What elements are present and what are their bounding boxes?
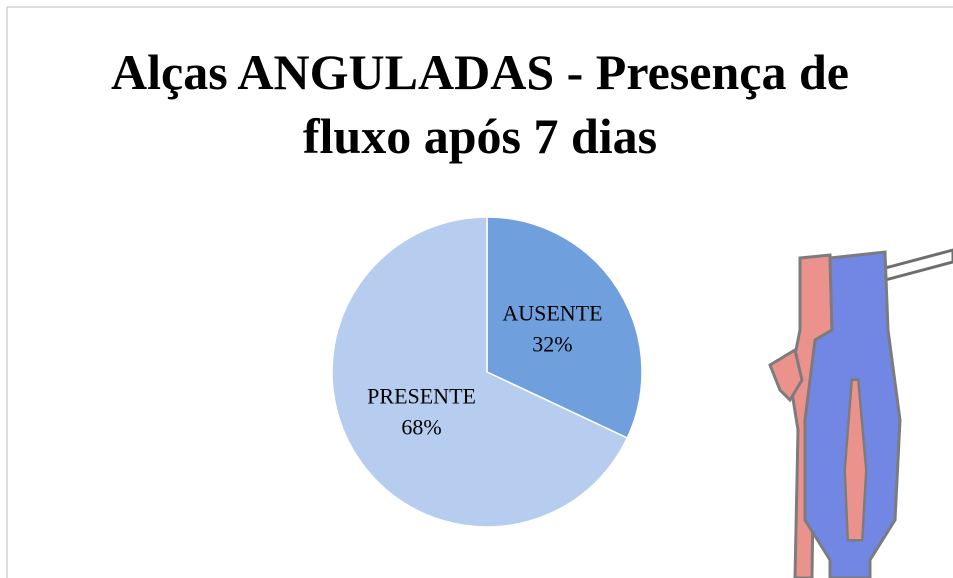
chart-title: Alças ANGULADAS - Presença de fluxo após… [111, 44, 849, 164]
slice-value-label: 32% [532, 332, 572, 357]
pie-slice [331, 216, 629, 528]
pie-slice [486, 216, 643, 439]
illustration [768, 248, 953, 578]
slice-label: AUSENTE [502, 301, 602, 326]
slice-value-label: 68% [401, 415, 441, 440]
slice-label: PRESENTE [367, 384, 476, 409]
